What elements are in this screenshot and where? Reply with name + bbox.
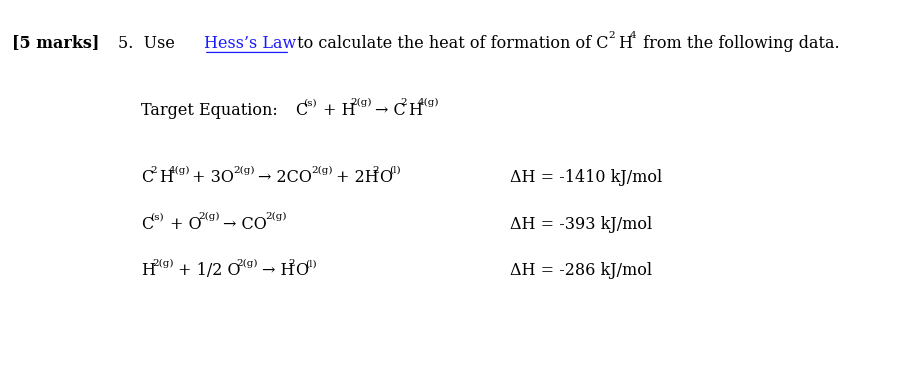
Text: + H: + H xyxy=(323,102,356,119)
Text: 2(g): 2(g) xyxy=(198,212,220,221)
Text: (s): (s) xyxy=(151,212,164,221)
Text: from the following data.: from the following data. xyxy=(638,34,840,52)
Text: 2: 2 xyxy=(372,166,379,175)
Text: (l): (l) xyxy=(389,166,401,175)
Text: + 2H: + 2H xyxy=(337,169,379,186)
Text: 2: 2 xyxy=(151,166,157,175)
Text: to calculate the heat of formation of C: to calculate the heat of formation of C xyxy=(292,34,609,52)
Text: 2(g): 2(g) xyxy=(233,166,255,175)
Text: O: O xyxy=(379,169,392,186)
Text: + 1/2 O: + 1/2 O xyxy=(178,262,241,279)
Text: Target Equation:: Target Equation: xyxy=(141,102,277,119)
Text: 2: 2 xyxy=(608,31,614,40)
Text: → 2CO: → 2CO xyxy=(258,169,312,186)
Text: C: C xyxy=(295,102,307,119)
Text: C: C xyxy=(141,169,153,186)
Text: [5 marks]: [5 marks] xyxy=(12,34,99,52)
Text: (l): (l) xyxy=(305,259,317,268)
Text: H: H xyxy=(141,262,154,279)
Text: 2(g): 2(g) xyxy=(237,259,259,268)
Text: + O: + O xyxy=(170,216,202,233)
Text: H: H xyxy=(619,34,632,52)
Text: 2(g): 2(g) xyxy=(350,98,372,108)
Text: + 3O: + 3O xyxy=(192,169,234,186)
Text: 5.  Use: 5. Use xyxy=(119,34,180,52)
Text: Hess’s Law: Hess’s Law xyxy=(204,34,296,52)
Text: 4: 4 xyxy=(629,31,636,40)
Text: H: H xyxy=(408,102,422,119)
Text: O: O xyxy=(295,262,309,279)
Text: 4(g): 4(g) xyxy=(169,166,190,175)
Text: 4(g): 4(g) xyxy=(418,98,439,108)
Text: 2: 2 xyxy=(401,99,407,108)
Text: 2(g): 2(g) xyxy=(312,166,333,175)
Text: 2: 2 xyxy=(288,259,295,268)
Text: ΔH = -393 kJ/mol: ΔH = -393 kJ/mol xyxy=(510,216,652,233)
Text: 2(g): 2(g) xyxy=(265,212,286,221)
Text: ΔH = -1410 kJ/mol: ΔH = -1410 kJ/mol xyxy=(510,169,662,186)
Text: (s): (s) xyxy=(304,99,317,108)
Text: → H: → H xyxy=(261,262,295,279)
Text: → C: → C xyxy=(374,102,406,119)
Text: H: H xyxy=(159,169,173,186)
Text: C: C xyxy=(141,216,153,233)
Text: → CO: → CO xyxy=(224,216,268,233)
Text: ΔH = -286 kJ/mol: ΔH = -286 kJ/mol xyxy=(510,262,652,279)
Text: 2(g): 2(g) xyxy=(153,259,174,268)
